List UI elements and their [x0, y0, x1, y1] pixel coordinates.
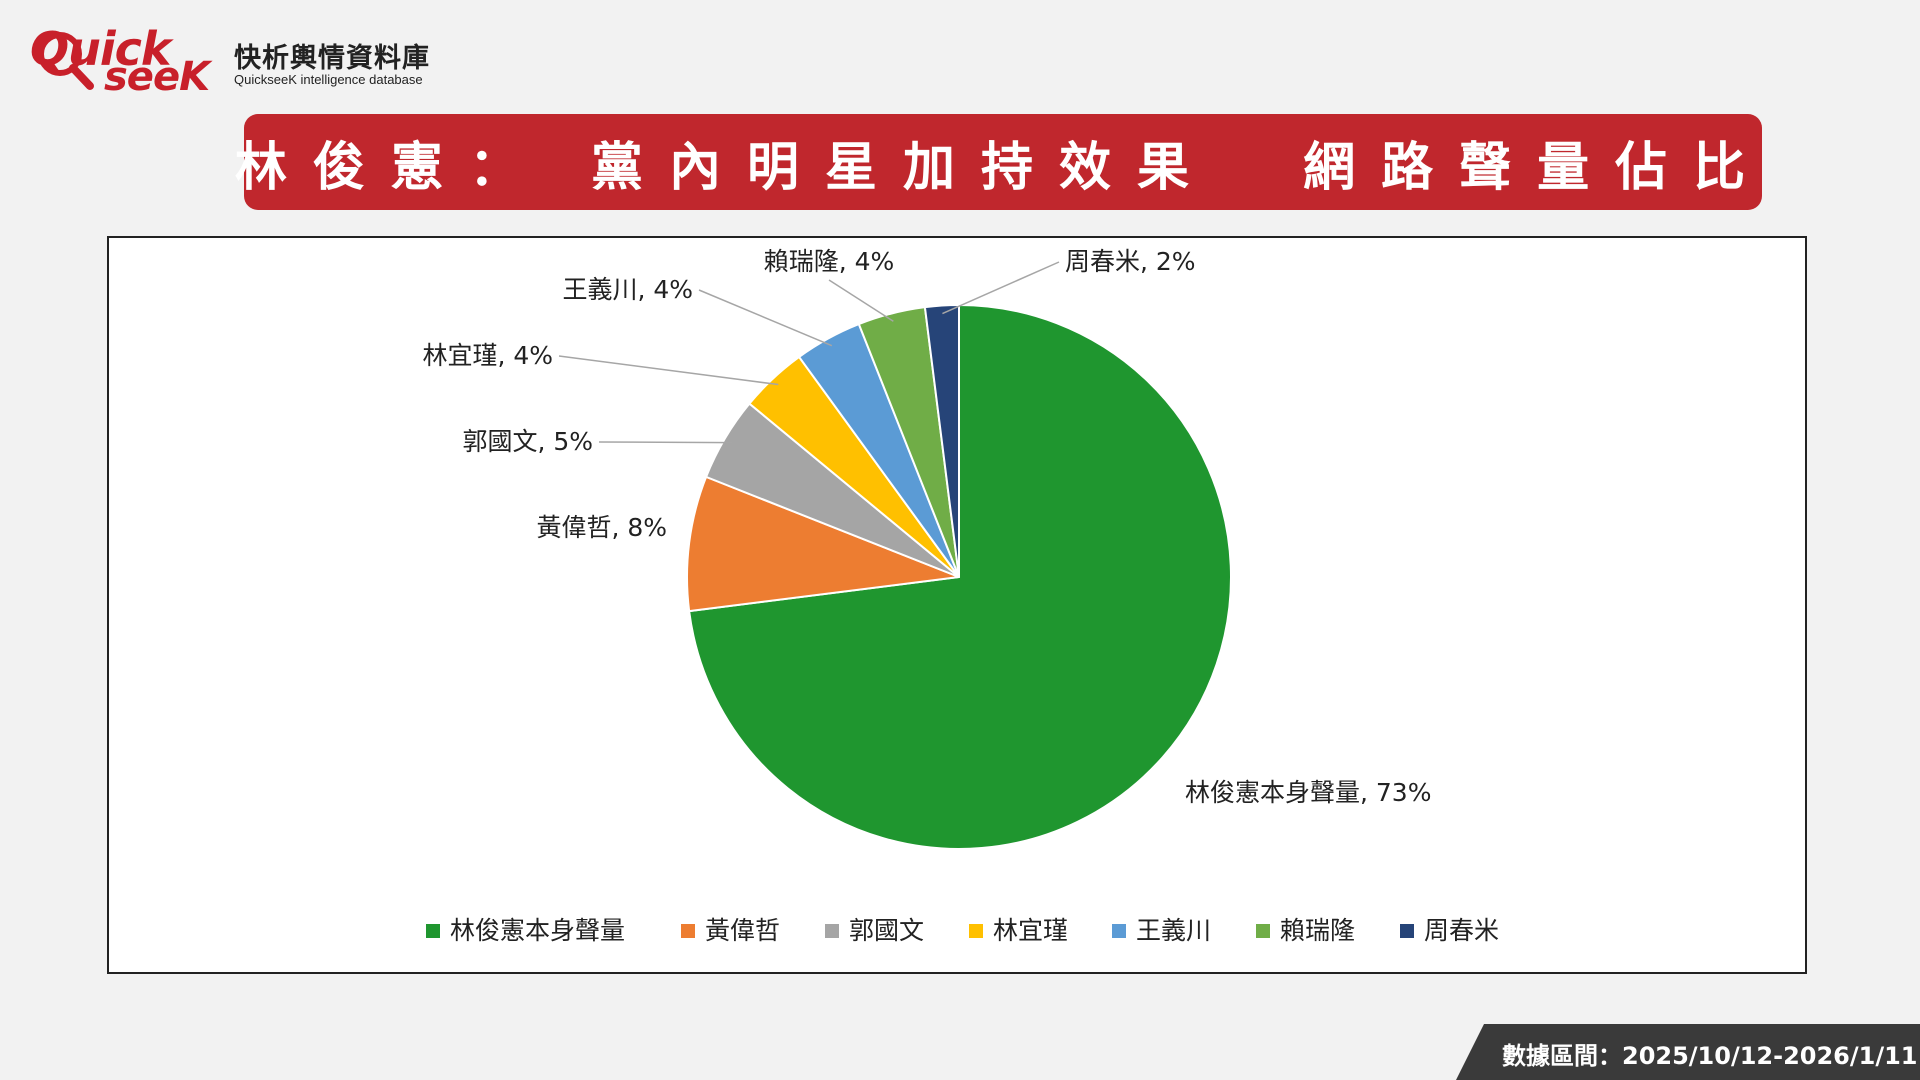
- legend-item-3: 郭國文: [825, 916, 924, 945]
- brand-logo: Quick seeK 快析輿情資料庫 QuickseeK intelligenc…: [30, 22, 450, 102]
- legend-label-1: 林俊憲本身聲量: [450, 916, 625, 945]
- data-label-4: 林宜瑾, 4%: [422, 341, 553, 370]
- data-label-3: 郭國文, 5%: [462, 427, 593, 456]
- legend-swatch-3: [825, 924, 839, 938]
- data-label-7: 周春米, 2%: [1065, 247, 1196, 276]
- data-label-6: 賴瑞隆, 4%: [764, 247, 895, 276]
- legend-label-5: 王義川: [1136, 916, 1211, 945]
- leader-line-4: [558, 355, 779, 386]
- pie-slice-1: [688, 303, 1232, 850]
- leader-line-7: [942, 261, 1060, 315]
- legend-item-4: 林宜瑾: [969, 916, 1068, 945]
- magnifier-icon: [38, 32, 94, 90]
- legend-item-5: 王義川: [1112, 916, 1211, 945]
- legend-item-6: 賴瑞隆: [1256, 916, 1355, 945]
- chart-title: 林俊憲： 黨內明星加持效果 網路聲量佔比: [234, 137, 1772, 198]
- legend-label-4: 林宜瑾: [993, 916, 1068, 945]
- legend-label-6: 賴瑞隆: [1280, 916, 1355, 945]
- data-label-1: 林俊憲本身聲量, 73%: [1185, 778, 1431, 807]
- legend-swatch-4: [969, 924, 983, 938]
- data-label-5: 王義川, 4%: [562, 275, 693, 304]
- legend-swatch-6: [1256, 924, 1270, 938]
- pie-chart: 林俊憲本身聲量, 73% 黃偉哲, 8% 郭國文, 5% 林宜瑾, 4% 王義川, 4%…: [422, 247, 1499, 945]
- legend-swatch-5: [1112, 924, 1126, 938]
- legend-label-2: 黃偉哲: [705, 916, 780, 945]
- leader-line-6: [828, 279, 894, 322]
- title-banner: 林俊憲： 黨內明星加持效果 網路聲量佔比: [235, 114, 1762, 210]
- legend-label-7: 周春米: [1424, 916, 1499, 945]
- legend-swatch-2: [681, 924, 695, 938]
- legend-label-3: 郭國文: [849, 916, 924, 945]
- data-labels: 林俊憲本身聲量, 73% 黃偉哲, 8% 郭國文, 5% 林宜瑾, 4% 王義川, 4%…: [422, 247, 1431, 807]
- footer-bar: [1456, 1024, 1920, 1080]
- date-range: 數據區間：2025/10/12-2026/1/11: [1502, 1042, 1918, 1070]
- leader-line-3: [598, 441, 732, 444]
- legend-swatch-1: [426, 924, 440, 938]
- brand-subtitle: QuickseeK intelligence database: [234, 72, 423, 87]
- chart-frame: 林俊憲本身聲量, 73% 黃偉哲, 8% 郭國文, 5% 林宜瑾, 4% 王義川, 4%…: [107, 236, 1807, 974]
- logo-word-quick: Quick: [30, 22, 171, 76]
- label-leader-lines: [558, 261, 1060, 444]
- pie-slice-7: [923, 303, 960, 578]
- data-label-2: 黃偉哲, 8%: [536, 513, 667, 542]
- logo-word-seek: seeK: [104, 54, 210, 100]
- brand-name: 快析輿情資料庫: [234, 43, 430, 74]
- legend-item-7: 周春米: [1400, 916, 1499, 945]
- legend-item-1: 林俊憲本身聲量: [426, 916, 625, 945]
- chart-legend: 林俊憲本身聲量 黃偉哲 郭國文 林宜瑾 王義川 賴瑞隆 周春米: [426, 916, 1499, 945]
- leader-line-5: [698, 289, 833, 347]
- pie-slice-2: [686, 475, 960, 613]
- legend-swatch-7: [1400, 924, 1414, 938]
- pie-slices: [686, 303, 1232, 850]
- legend-item-2: 黃偉哲: [681, 916, 780, 945]
